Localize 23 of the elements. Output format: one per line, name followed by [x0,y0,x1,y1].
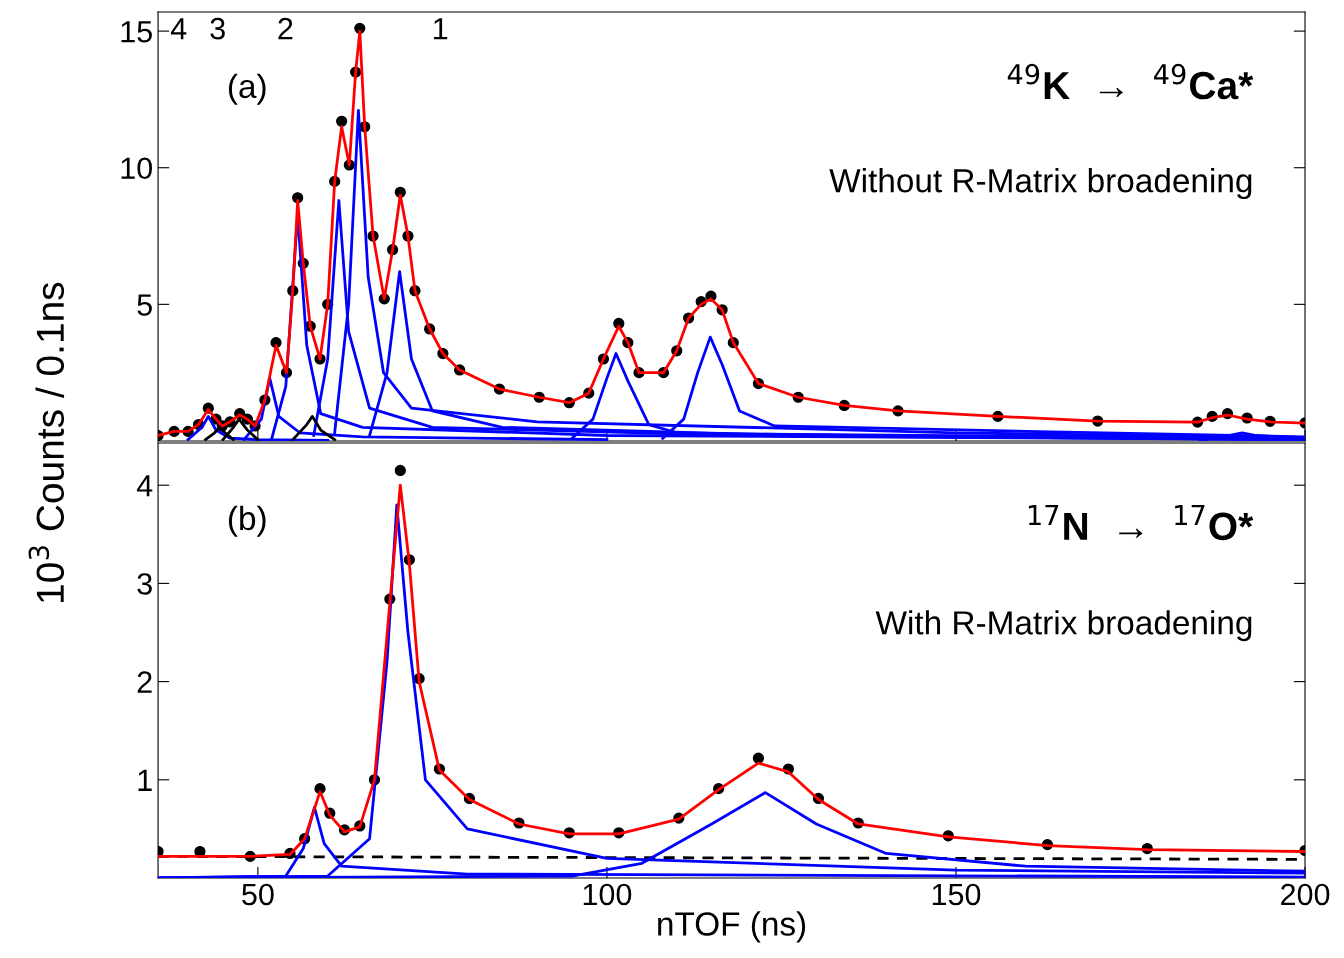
y-tick-label: 15 [121,21,152,43]
y-tick-label: 1 [138,769,152,791]
y-tick-label: 4 [136,475,153,497]
annotation: 3 [210,17,225,40]
x-tick-label: 50 [242,883,274,906]
x-tick-label: 200 [1281,883,1330,906]
y-tick-label: 2 [137,671,152,693]
y-tick-label: 5 [137,294,152,316]
annotation: 2 [278,17,293,40]
annotation: 4 [170,18,187,40]
annotation: (b) [228,505,266,537]
annotation: (a) [228,73,266,105]
annotation: With R-Matrix broadening [875,610,1252,642]
y-tick-label: 3 [137,573,152,595]
y-axis-title: 10$^{3}$ Counts / 0.1ns [28,282,65,602]
annotation: 1 [434,18,448,40]
x-tick-label: 100 [583,883,632,906]
annotation: Without R-Matrix broadening [829,168,1252,200]
annotation: $^{49}$K → $^{49}$Ca* [1007,63,1254,100]
annotation: $^{17}$N → $^{17}$O* [1028,505,1254,541]
x-axis-title: nTOF (ns) [658,911,806,943]
y-tick-label: 10 [121,157,152,180]
x-tick-label: 150 [932,883,981,906]
